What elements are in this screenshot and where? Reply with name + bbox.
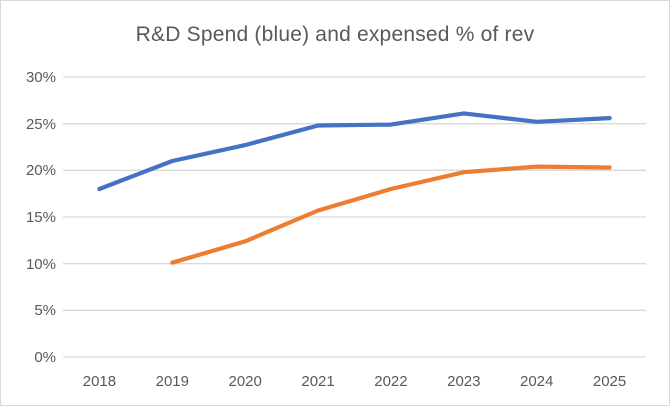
x-tick-label: 2020 <box>228 373 262 390</box>
x-tick-label: 2023 <box>447 373 481 390</box>
chart-title: R&D Spend (blue) and expensed % of rev <box>135 23 535 46</box>
y-tick-label: 30% <box>25 69 56 86</box>
series-line-expensed-pct-of-rev <box>170 164 612 265</box>
y-tick-label: 10% <box>25 255 56 273</box>
y-tick-label: 0% <box>34 349 56 366</box>
y-tick-label: 5% <box>34 302 56 320</box>
y-tick-label: 15% <box>25 209 56 226</box>
x-tick-label: 2025 <box>592 373 627 390</box>
series-line-rd-spend-pct-of-rev <box>97 111 612 192</box>
x-tick-label: 2019 <box>155 373 189 390</box>
y-tick-label: 20% <box>25 162 56 180</box>
x-tick-label: 2024 <box>520 373 554 390</box>
x-tick-label: 2021 <box>301 373 335 390</box>
x-tick-label: 2018 <box>82 373 117 390</box>
y-tick-label: 25% <box>25 115 56 133</box>
x-tick-label: 2022 <box>374 373 408 390</box>
